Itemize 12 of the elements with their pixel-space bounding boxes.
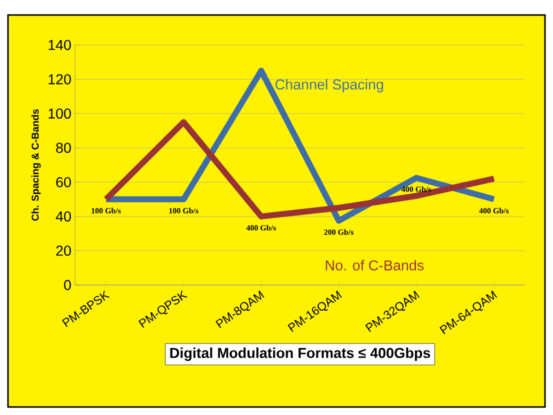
y-tick-label: 0 — [64, 280, 71, 290]
y-tick-label: 20 — [56, 246, 71, 256]
text: No. of C-Bands — [326, 260, 424, 270]
y-tick-label: 60 — [56, 177, 71, 188]
series-label: Channel Spacing — [275, 79, 384, 92]
y-tick-label: 100 — [48, 108, 71, 119]
y-axis-title: Ch. Spacing & C-Bands — [31, 109, 41, 221]
y-tick-label: 140 — [48, 40, 71, 50]
x-axis-title: Digital Modulation Formats ≤ 400Gbps — [170, 348, 430, 361]
y-tick-label: 120 — [48, 74, 71, 84]
y-tick-label: 80 — [56, 142, 71, 153]
y-tick-label: 40 — [56, 211, 71, 222]
